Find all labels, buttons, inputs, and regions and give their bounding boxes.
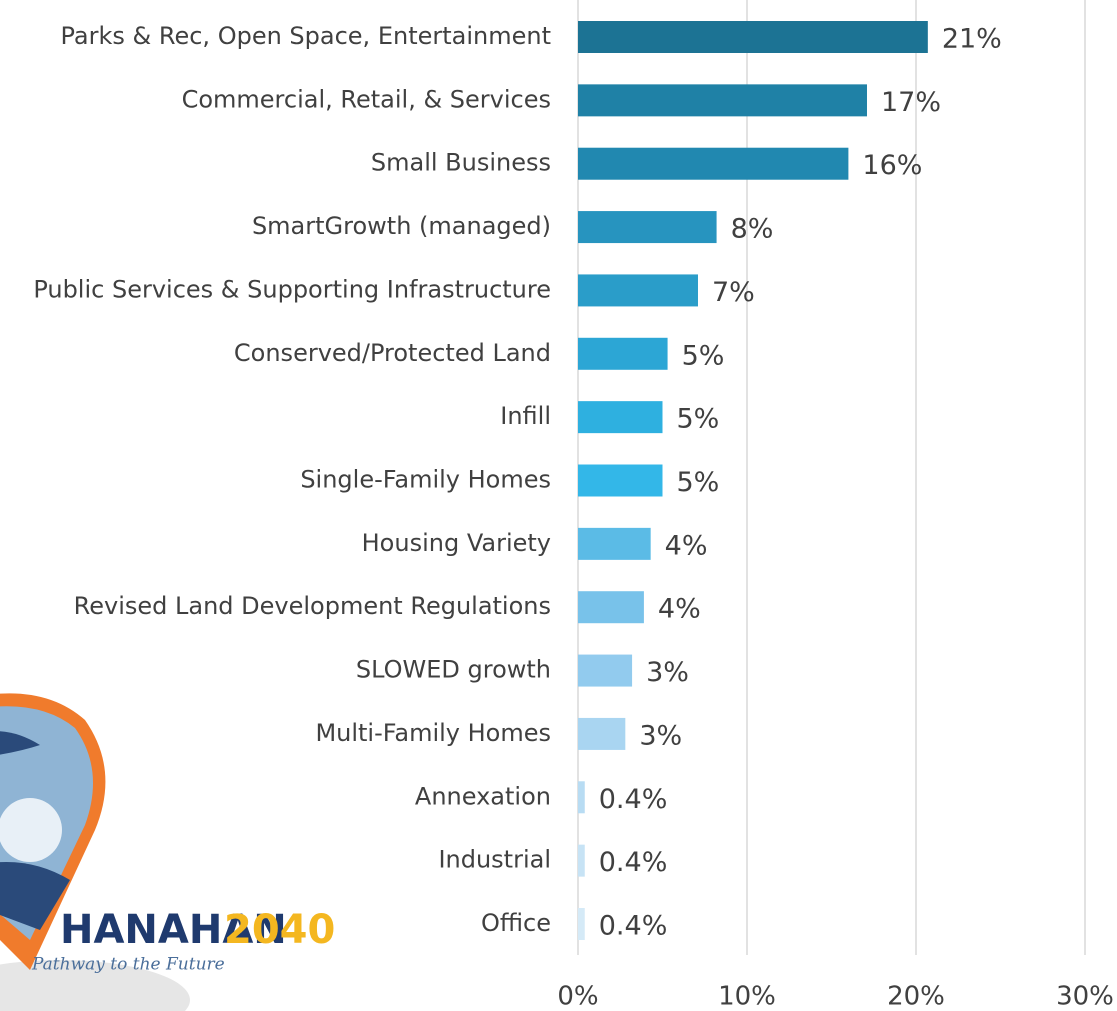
value-label: 21% bbox=[942, 24, 1002, 55]
logo-tree bbox=[0, 731, 40, 755]
bar bbox=[578, 781, 585, 814]
logo-name: HANAHAN bbox=[60, 907, 287, 953]
category-label: Parks & Rec, Open Space, Entertainment bbox=[61, 22, 551, 50]
bar bbox=[578, 401, 663, 434]
x-tick-label: 30% bbox=[1056, 982, 1114, 1011]
category-label: Single-Family Homes bbox=[300, 466, 551, 494]
logo-shadow bbox=[0, 960, 190, 1011]
value-label: 5% bbox=[677, 467, 720, 498]
value-label: 3% bbox=[646, 657, 689, 688]
category-label: Industrial bbox=[438, 846, 551, 874]
bar bbox=[578, 844, 585, 877]
bar bbox=[578, 527, 651, 560]
category-label: Multi-Family Homes bbox=[315, 719, 551, 747]
logo: HANAHAN 2040 Pathway to the Future bbox=[0, 693, 335, 1011]
bar bbox=[578, 337, 668, 370]
value-label: 0.4% bbox=[599, 784, 668, 815]
x-tick-label: 20% bbox=[887, 982, 945, 1011]
value-label: 4% bbox=[665, 530, 708, 561]
value-label: 5% bbox=[682, 340, 725, 371]
bar bbox=[578, 21, 928, 53]
category-label: Annexation bbox=[415, 782, 551, 810]
bar bbox=[578, 591, 644, 624]
value-label: 5% bbox=[677, 404, 720, 435]
value-label: 3% bbox=[639, 720, 682, 751]
category-label: Revised Land Development Regulations bbox=[74, 592, 551, 620]
bar bbox=[578, 147, 849, 180]
logo-tagline: Pathway to the Future bbox=[31, 955, 225, 975]
bar bbox=[578, 464, 663, 497]
bar bbox=[578, 717, 626, 750]
category-label: Housing Variety bbox=[362, 529, 551, 557]
category-label: Public Services & Supporting Infrastruct… bbox=[33, 275, 551, 303]
logo-year: 2040 bbox=[224, 907, 335, 953]
category-label: SmartGrowth (managed) bbox=[252, 212, 551, 240]
x-tick-label: 10% bbox=[718, 982, 776, 1011]
bar bbox=[578, 274, 698, 307]
value-label: 16% bbox=[862, 150, 922, 181]
category-label: Small Business bbox=[371, 149, 551, 177]
category-label: Office bbox=[481, 909, 551, 937]
category-label: Commercial, Retail, & Services bbox=[182, 85, 551, 113]
category-label: Infill bbox=[500, 402, 551, 430]
x-tick-label: 0% bbox=[557, 982, 598, 1011]
category-label: Conserved/Protected Land bbox=[234, 339, 551, 367]
bar bbox=[578, 84, 867, 117]
logo-grass bbox=[0, 862, 70, 930]
value-label: 4% bbox=[658, 594, 701, 625]
bar bbox=[578, 908, 585, 940]
value-label: 0.4% bbox=[599, 847, 668, 878]
value-label: 17% bbox=[881, 87, 941, 118]
bar bbox=[578, 654, 633, 687]
bar bbox=[578, 211, 717, 244]
value-label: 7% bbox=[712, 277, 755, 308]
value-label: 8% bbox=[731, 214, 774, 245]
value-label: 0.4% bbox=[599, 911, 668, 942]
category-label: SLOWED growth bbox=[356, 656, 551, 684]
logo-moon bbox=[0, 798, 62, 862]
